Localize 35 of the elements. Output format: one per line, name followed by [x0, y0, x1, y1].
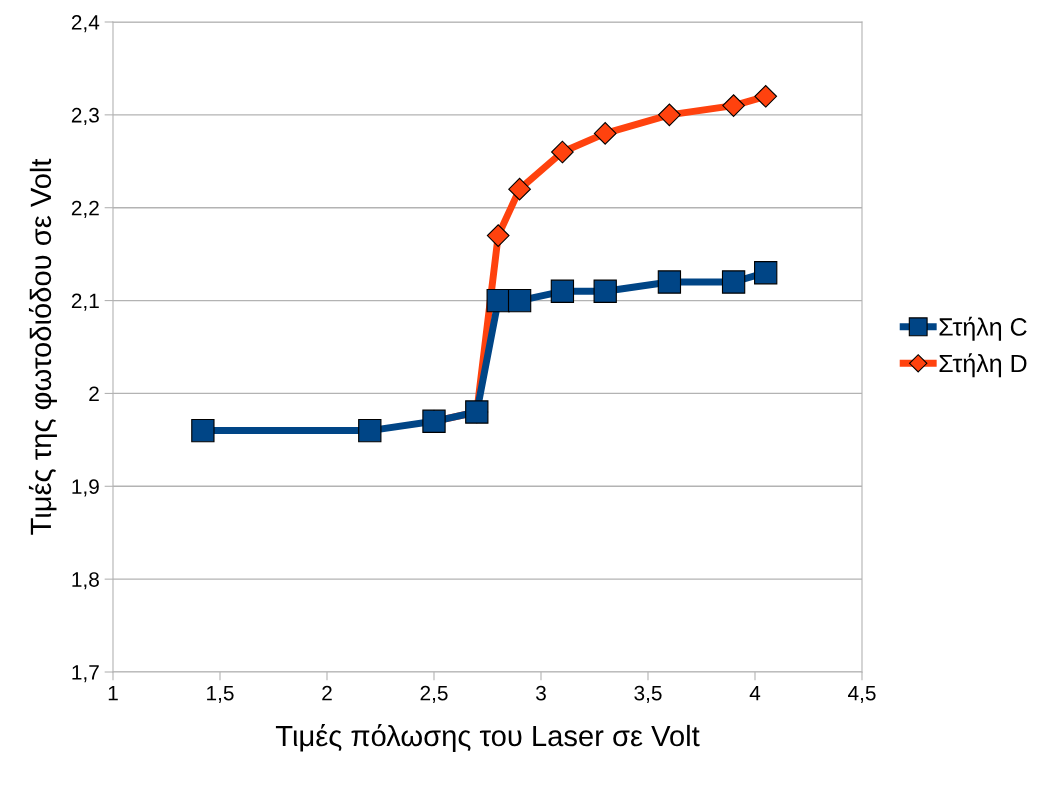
y-axis-title: Τιμές της φωτοδιόδου σε Volt	[28, 158, 57, 535]
x-tick-label: 2	[322, 685, 332, 701]
point	[593, 279, 617, 303]
y-tick-label: 2,1	[71, 293, 99, 311]
legend-label: Στήλη D	[939, 353, 1027, 378]
x-tick-label: 2,5	[420, 685, 448, 703]
point	[722, 94, 745, 117]
y-tick-label: 1,8	[72, 572, 99, 590]
point	[551, 140, 574, 164]
y-tick-label: 1,9	[72, 479, 99, 497]
y-tick-label: 1,7	[72, 665, 99, 683]
x-tick-label: 3	[536, 685, 546, 701]
point	[550, 279, 575, 303]
y-tick-label: 2,3	[71, 107, 99, 126]
point	[507, 288, 532, 313]
point	[721, 270, 746, 294]
x-axis-title: Τιμές πόλωσης του Laser σε Volt	[275, 724, 700, 753]
point	[508, 177, 531, 201]
point	[657, 270, 682, 294]
x-tick-label: 3,5	[634, 685, 662, 703]
x-tick-label: 4	[749, 685, 761, 701]
point	[754, 261, 778, 285]
y-tick-label: 2,2	[71, 200, 99, 218]
point	[754, 84, 778, 108]
point	[358, 418, 382, 443]
x-tick-label: 1,5	[207, 685, 234, 703]
point	[486, 224, 510, 247]
point	[191, 418, 215, 443]
legend-label: Στήλη C	[939, 316, 1027, 341]
y-tick-label: 2	[89, 386, 99, 401]
x-tick-label: 1	[108, 685, 118, 701]
point	[658, 103, 681, 127]
y-tick-label: 2,4	[71, 15, 100, 33]
x-tick-label: 4,5	[848, 685, 876, 703]
point	[593, 122, 617, 145]
